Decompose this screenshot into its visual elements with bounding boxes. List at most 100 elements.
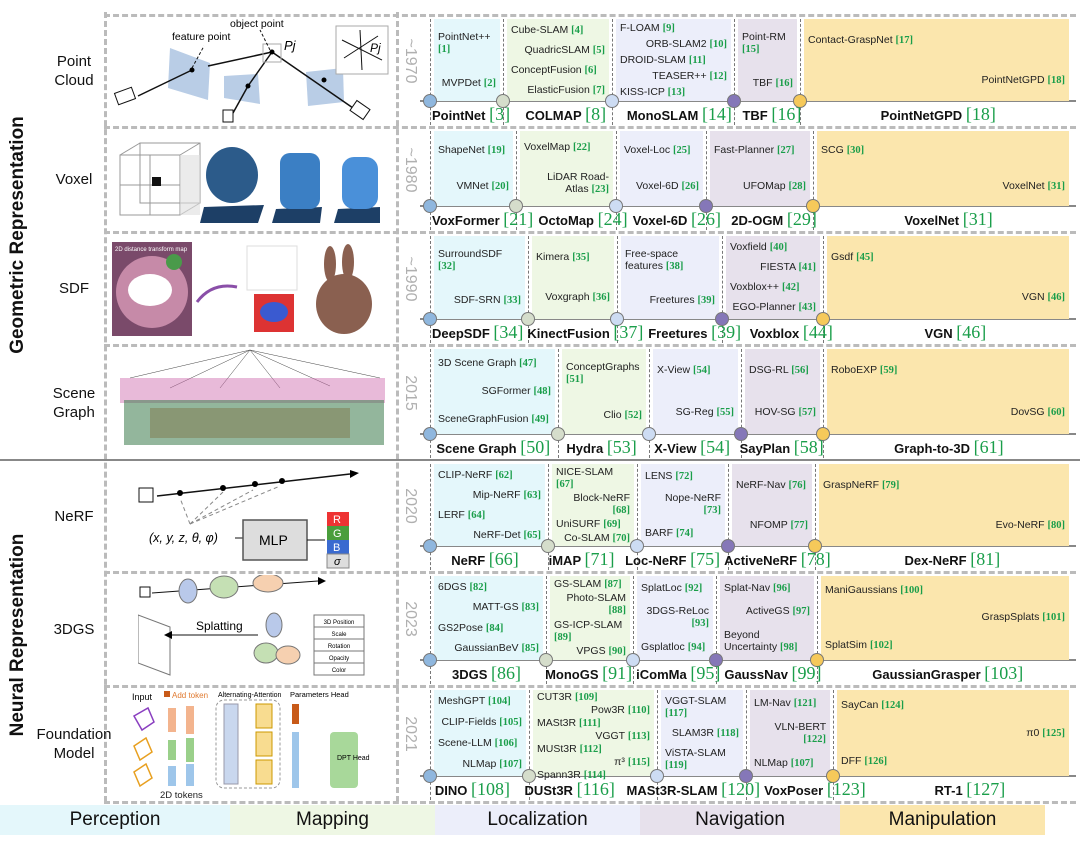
- method-ref: [89]: [554, 631, 572, 643]
- method-ref: [101]: [1042, 612, 1065, 624]
- method-item: GaussianBeV [85]: [454, 642, 539, 655]
- gs-attribute-label: Rotation: [328, 644, 350, 650]
- method-item: Voxel-6D [26]: [636, 180, 699, 193]
- milestone-ref: [86]: [491, 663, 522, 683]
- method-ref: [68]: [612, 504, 631, 516]
- timeline-node: [423, 653, 437, 667]
- method-item: SplatSim [102]: [825, 639, 893, 652]
- timeline-node: [521, 312, 535, 326]
- column-box: X-View [54] SG-Reg [55]: [653, 349, 738, 434]
- milestone-name: PointNet: [432, 108, 486, 123]
- method-ref: [26]: [681, 181, 700, 193]
- method-ref: [92]: [684, 583, 703, 595]
- milestone-ref: [81]: [970, 549, 1001, 569]
- legend-perception: Perception: [0, 805, 230, 835]
- method-item: ORB-SLAM2 [10]: [646, 38, 727, 51]
- milestone-ref: [29]: [786, 209, 817, 229]
- parameters-head-label: Parameters Head: [290, 690, 349, 699]
- gs-attribute-box: [313, 662, 365, 676]
- milestone-name: Loc-NeRF: [625, 553, 687, 568]
- method-name: Photo-SLAM: [566, 592, 626, 605]
- method-name: SceneGraphFusion: [438, 412, 529, 425]
- method-name: SplatLoc: [641, 582, 682, 595]
- method-ref: [98]: [780, 641, 798, 653]
- milestone-label: OctoMap [24]: [535, 209, 630, 230]
- column-box: Free-space features [38] Freetures [39]: [621, 236, 719, 319]
- method-item: VoxelNet [31]: [1003, 180, 1065, 193]
- method-name: CLIP-Fields: [441, 716, 497, 728]
- g-label: G: [333, 528, 342, 540]
- method-name: Voxel-6D: [635, 180, 679, 193]
- year-label: ~1990: [402, 256, 419, 301]
- milestone-row: Scene Graph [50] Hydra [53] X-View [54] Say…: [430, 437, 1072, 458]
- method-name: PointNet++: [438, 30, 491, 43]
- category-label: NeRF: [54, 507, 94, 525]
- milestone-name: SayPlan: [739, 441, 791, 456]
- column-box: F-LOAM [9] ORB-SLAM2 [10] DROID-SLAM [11] T…: [616, 19, 731, 101]
- timeline-column: Cube-SLAM [4] QuadricSLAM [5] ConceptFusio…: [503, 19, 612, 101]
- timeline-column: GS-SLAM [87] Photo-SLAM [88] GS-ICP-SLAM […: [546, 576, 633, 660]
- method-name: TEASER++: [652, 69, 707, 82]
- method-item: Point-RM [15]: [742, 31, 793, 56]
- method-item: VMNet [20]: [456, 180, 509, 193]
- milestone-name: X-View: [654, 441, 697, 456]
- r-label: R: [333, 514, 341, 526]
- method-item: LM-Nav [121]: [754, 697, 816, 710]
- method-name: LERF: [438, 508, 465, 521]
- column-box: PointNet++ [1] MVPDet [2]: [434, 19, 500, 101]
- method-ref: [121]: [793, 697, 817, 709]
- column-divider: [503, 19, 504, 125]
- column-divider: [616, 131, 617, 230]
- row-divider: [104, 571, 1076, 574]
- method-ref: [39]: [697, 295, 716, 307]
- method-ref: [115]: [627, 757, 650, 768]
- timeline-node: [626, 653, 640, 667]
- method-ref: [41]: [798, 261, 817, 273]
- column-divider: [817, 576, 818, 684]
- milestone-name: Voxel-6D: [632, 213, 688, 228]
- method-ref: [52]: [624, 409, 643, 421]
- timeline-column: VoxelMap [22] LiDAR Road-Atlas [23]: [516, 131, 616, 206]
- method-name: MUSt3R: [537, 743, 577, 755]
- milestone-label: Dex-NeRF [81]: [833, 549, 1072, 570]
- method-name: VPGS: [576, 645, 606, 658]
- method-ref: [67]: [556, 478, 574, 490]
- milestone-name: VGN: [924, 326, 953, 341]
- method-item: SG-Reg [55]: [676, 406, 734, 419]
- method-name: GaussianBeV: [454, 642, 519, 655]
- method-name: MASt3R: [537, 717, 577, 729]
- method-name: Voxfield: [730, 240, 767, 253]
- method-item: MVPDet [2]: [442, 77, 496, 90]
- method-ref: [4]: [571, 24, 584, 36]
- method-name: GS-SLAM: [554, 577, 602, 590]
- milestone-ref: [34]: [493, 322, 524, 342]
- timeline-node: [496, 94, 510, 108]
- method-ref: [16]: [775, 77, 794, 89]
- method-ref: [40]: [769, 241, 788, 253]
- row-divider: [104, 801, 1076, 804]
- milestone-name: MonoGS: [545, 667, 599, 682]
- milestone-ref: [108]: [471, 779, 511, 799]
- b-label: B: [333, 542, 340, 554]
- milestone-row: VoxFormer [21] OctoMap [24] Voxel-6D [26] 2…: [430, 209, 1072, 230]
- method-name: GraspNeRF: [823, 478, 880, 491]
- timeline-column: NeRF-Nav [76] NFOMP [77]: [728, 464, 815, 546]
- method-item: Pow3R [110]: [591, 704, 650, 717]
- timeline-axis: [420, 433, 1076, 435]
- milestone-name: PointNetGPD: [880, 108, 963, 123]
- method-item: GS-SLAM [87]: [554, 578, 622, 591]
- milestone-name: GaussianGrasper: [872, 667, 981, 682]
- method-item: LERF [64]: [438, 509, 485, 522]
- method-name: ConceptGraphs: [566, 361, 640, 374]
- method-name: MeshGPT: [438, 695, 486, 707]
- method-ref: [65]: [523, 529, 542, 541]
- group-divider: [0, 459, 1080, 461]
- milestone-label: DeepSDF [34]: [430, 322, 525, 343]
- method-ref: [102]: [869, 639, 893, 651]
- column-divider: [430, 349, 431, 458]
- milestone-name: NeRF: [451, 553, 486, 568]
- timeline-column: RoboEXP [59] DovSG [60]: [823, 349, 1072, 434]
- method-ref: [125]: [1042, 727, 1065, 739]
- milestone-ref: [61]: [973, 437, 1004, 457]
- method-ref: [109]: [574, 692, 598, 703]
